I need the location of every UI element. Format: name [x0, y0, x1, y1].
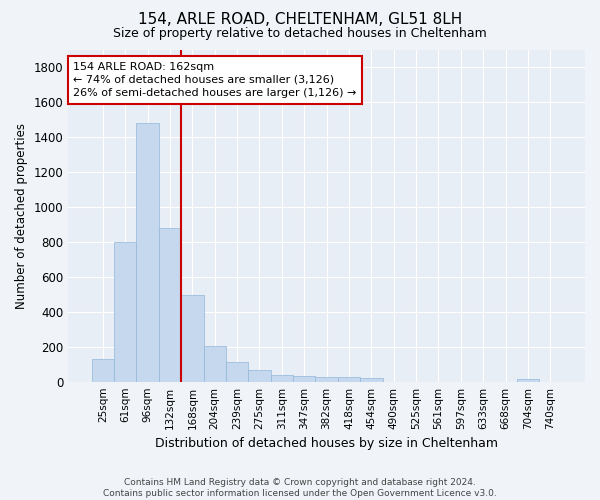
- Text: 154, ARLE ROAD, CHELTENHAM, GL51 8LH: 154, ARLE ROAD, CHELTENHAM, GL51 8LH: [138, 12, 462, 28]
- Bar: [92, 359, 114, 382]
- Bar: [203, 346, 226, 382]
- Bar: [226, 362, 248, 382]
- Bar: [181, 296, 203, 382]
- Text: 154 ARLE ROAD: 162sqm
← 74% of detached houses are smaller (3,126)
26% of semi-d: 154 ARLE ROAD: 162sqm ← 74% of detached …: [73, 62, 357, 98]
- Bar: [271, 374, 293, 382]
- Text: Size of property relative to detached houses in Cheltenham: Size of property relative to detached ho…: [113, 28, 487, 40]
- Bar: [517, 379, 539, 382]
- Y-axis label: Number of detached properties: Number of detached properties: [15, 123, 28, 309]
- Bar: [338, 378, 360, 382]
- Text: Contains HM Land Registry data © Crown copyright and database right 2024.
Contai: Contains HM Land Registry data © Crown c…: [103, 478, 497, 498]
- Bar: [114, 242, 136, 382]
- Bar: [136, 124, 159, 382]
- Bar: [159, 228, 181, 382]
- X-axis label: Distribution of detached houses by size in Cheltenham: Distribution of detached houses by size …: [155, 437, 498, 450]
- Bar: [360, 378, 383, 382]
- Bar: [293, 376, 316, 382]
- Bar: [248, 370, 271, 382]
- Bar: [316, 378, 338, 382]
